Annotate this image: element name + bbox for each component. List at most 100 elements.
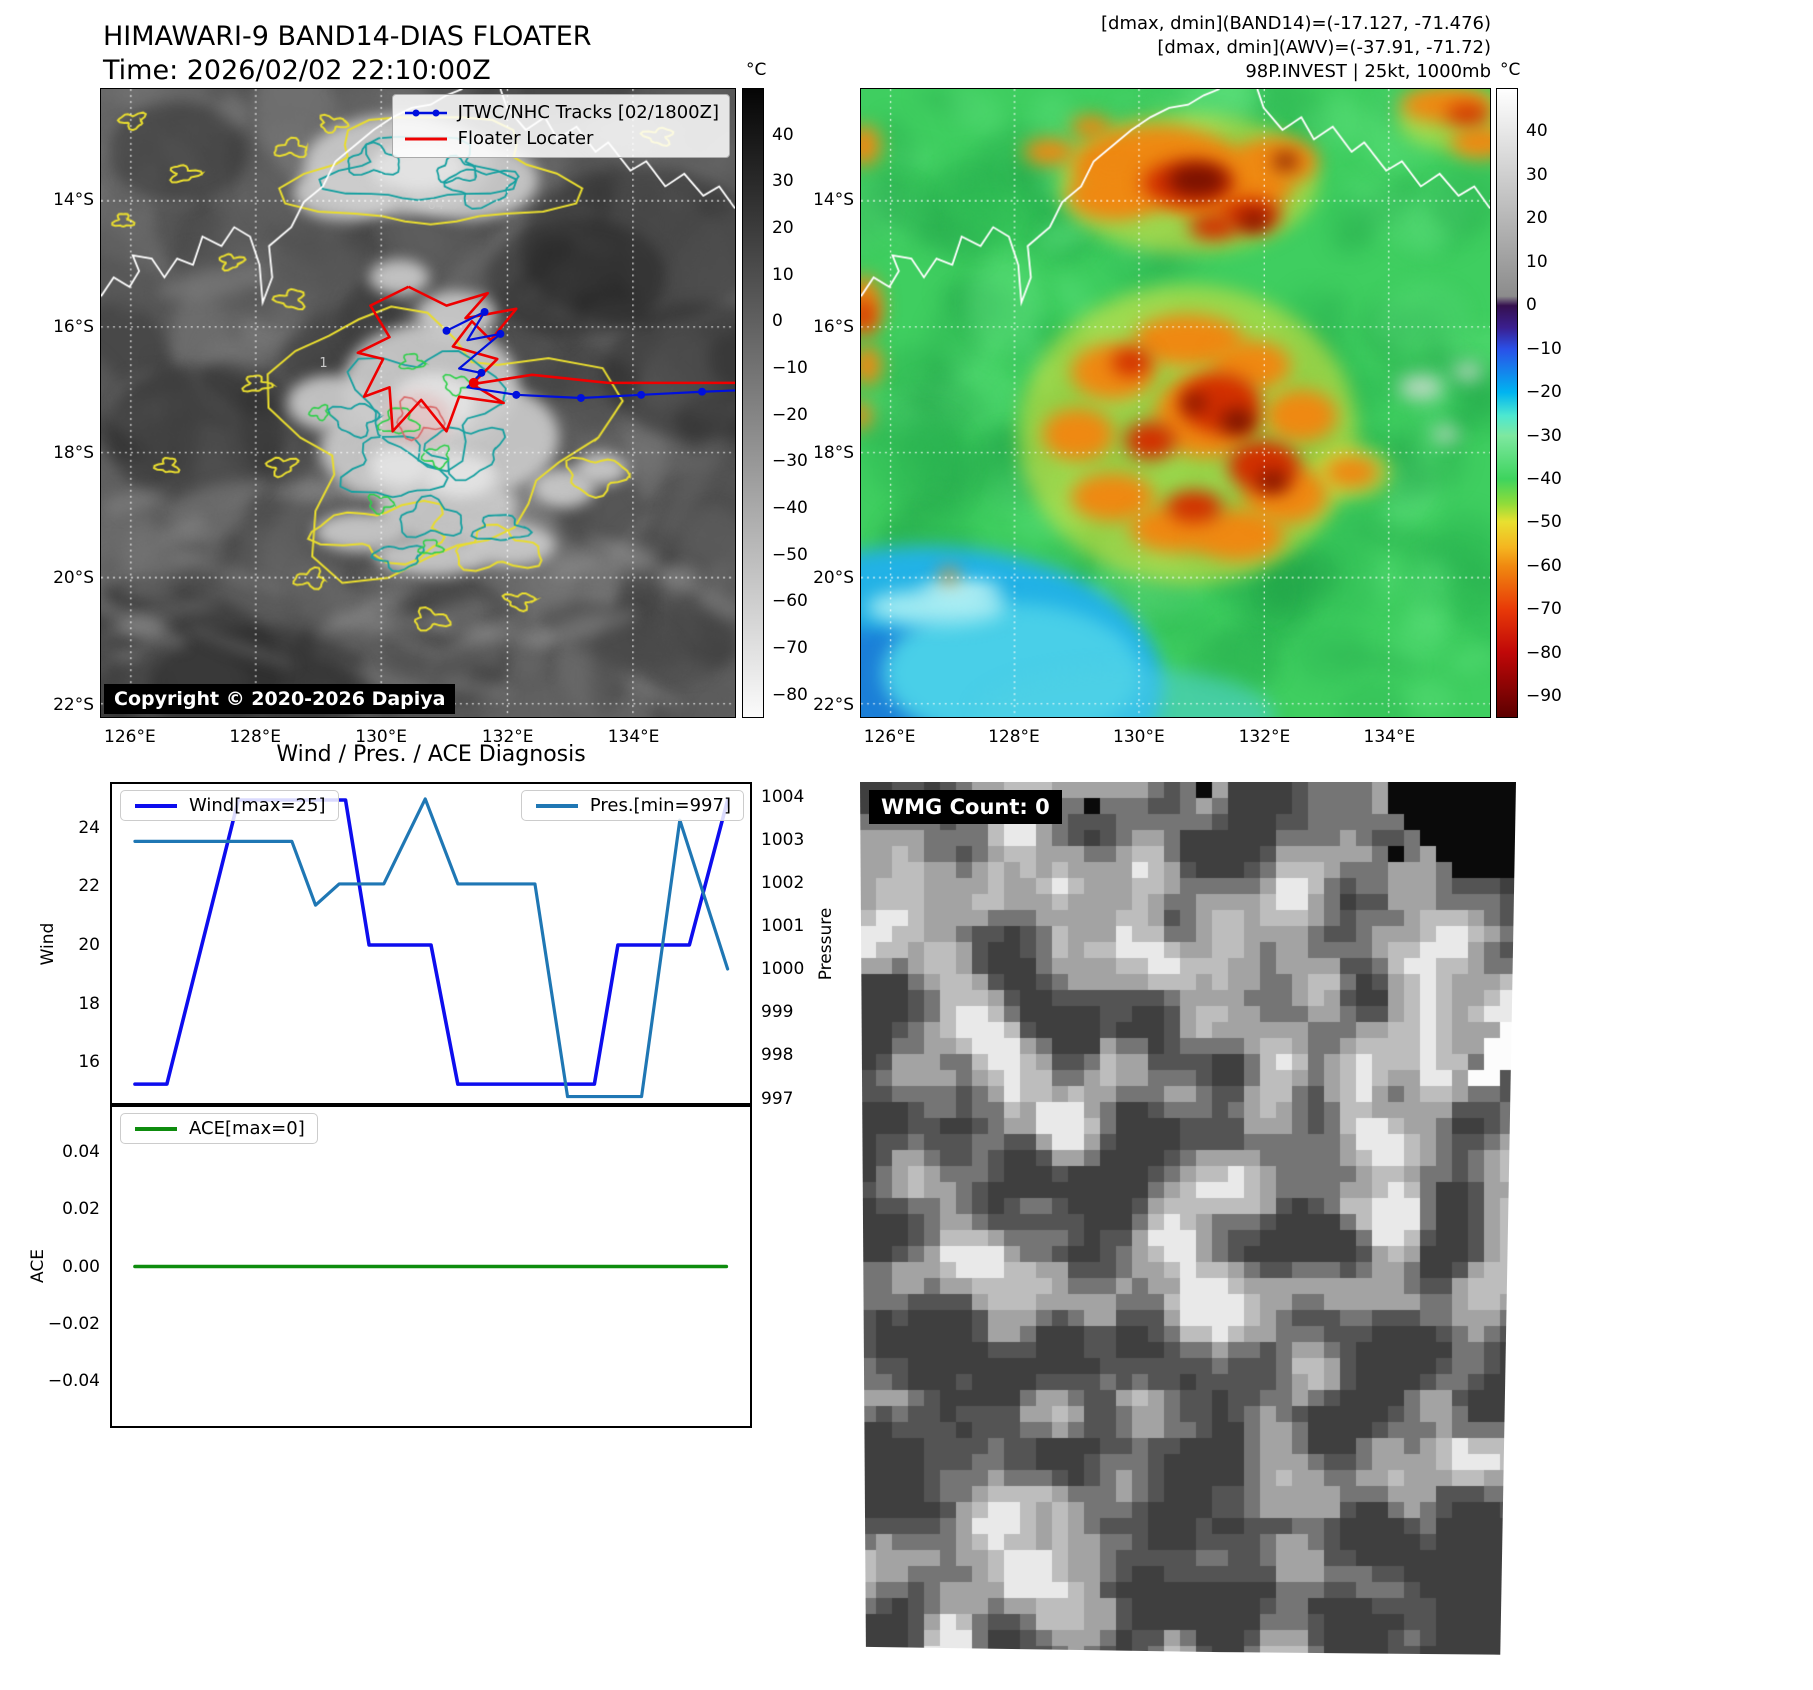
pressure-axis-label: Pressure	[816, 907, 836, 981]
wind-pressure-chart: Wind[max=25] Pres.[min=997]	[110, 782, 752, 1105]
map2-x-tick: 132°E	[1238, 727, 1291, 747]
ace-axis-tick: 0.00	[62, 1256, 100, 1277]
ace-line-sample	[135, 1126, 177, 1131]
enhanced-ir-image	[861, 89, 1490, 717]
track-overlay	[356, 285, 735, 433]
pressure-axis-tick: 1003	[761, 830, 805, 851]
jtwc-track-marker	[698, 387, 707, 396]
jtwc-track-marker	[576, 393, 585, 402]
ace-legend: ACE[max=0]	[120, 1113, 318, 1144]
ace-axis-tick: −0.02	[47, 1313, 100, 1334]
panel1-time: Time: 2026/02/02 22:10:00Z	[103, 55, 491, 86]
wmg-panel: WMG Count: 0	[860, 782, 1516, 1655]
pressure-axis-tick: 997	[761, 1088, 794, 1109]
jtwc-track-marker	[442, 326, 451, 335]
panel2-header-line2: [dmax, dmin](AWV)=(-37.91, -71.72)	[1157, 37, 1491, 58]
pressure-line-sample	[535, 803, 578, 808]
ace-axis-tick: −0.04	[47, 1370, 100, 1391]
band14-satellite-map: JTWC/NHC Tracks [02/1800Z] Floater Locat…	[100, 88, 736, 718]
band14-colorbar-tick: −20	[772, 404, 808, 425]
ace-legend-label: ACE[max=0]	[189, 1118, 305, 1139]
map-legend-floater-row: Floater Locater	[403, 126, 719, 152]
band14-colorbar-tick: 20	[772, 218, 794, 238]
enhanced-ir-colorbar-tick: 0	[1526, 295, 1537, 316]
map1-y-tick: 20°S	[53, 568, 94, 589]
jtwc-track-line	[446, 310, 735, 400]
wind-pressure-lines	[133, 797, 730, 1099]
contour-label: 64	[427, 198, 445, 214]
map2-y-tick: 22°S	[813, 694, 854, 715]
band14-colorbar-tick: −60	[772, 591, 808, 612]
wind-axis-tick: 18	[78, 993, 100, 1014]
enhanced-ir-colorbar-tick: −60	[1526, 555, 1562, 576]
map-legend: JTWC/NHC Tracks [02/1800Z] Floater Locat…	[391, 94, 730, 158]
band14-colorbar-tick: −40	[772, 498, 808, 518]
contour-label: 1	[319, 355, 328, 371]
map2-y-tick: 16°S	[813, 316, 854, 337]
pressure-axis-tick: 1001	[761, 916, 805, 937]
jtwc-track-marker	[477, 368, 486, 377]
band14-colorbar-tick: −30	[772, 451, 808, 472]
panel1-title: HIMAWARI-9 BAND14-DIAS FLOATER	[103, 21, 592, 52]
pressure-axis-tick: 1000	[761, 959, 805, 980]
map1-y-tick: 16°S	[53, 316, 94, 337]
wind-legend-label: Wind[max=25]	[189, 795, 326, 816]
panel2-header: [dmax, dmin](BAND14)=(-17.127, -71.476) …	[1000, 12, 1491, 84]
panel2-header-line3: 98P.INVEST | 25kt, 1000mb	[1245, 61, 1491, 82]
band14-colorbar-tick: −50	[772, 544, 808, 565]
map2-y-tick: 20°S	[813, 568, 854, 589]
map-legend-floater-label: Floater Locater	[457, 128, 594, 149]
map2-x-tick: 134°E	[1363, 727, 1416, 747]
enhanced-ir-colorbar	[1496, 88, 1518, 718]
enhanced-ir-colorbar-tick: −50	[1526, 512, 1562, 533]
pressure-legend-label: Pres.[min=997]	[589, 795, 731, 816]
ace-chart: ACE[max=0]	[110, 1105, 752, 1428]
wind-legend: Wind[max=25]	[120, 790, 339, 821]
enhanced-ir-colorbar-tick: 40	[1526, 121, 1548, 142]
current-position-marker	[468, 377, 479, 388]
map1-x-tick: 126°E	[104, 727, 156, 747]
wmg-image	[860, 782, 1516, 1655]
copyright-badge: Copyright © 2020-2026 Dapiya	[104, 684, 456, 714]
band14-colorbar-tick: 30	[772, 171, 794, 192]
band14-colorbar	[742, 88, 764, 718]
enhanced-ir-map	[860, 88, 1491, 718]
wind-line-sample	[135, 803, 177, 808]
band14-colorbar-tick: 10	[772, 264, 794, 285]
enhanced-ir-colorbar-tick: −80	[1526, 642, 1562, 663]
panel1-title-block: HIMAWARI-9 BAND14-DIAS FLOATER Time: 202…	[103, 20, 592, 88]
floater-locater-path-0	[356, 285, 518, 433]
map2-y-tick: 18°S	[813, 442, 854, 463]
enhanced-ir-colorbar-tick: 30	[1526, 164, 1548, 185]
map1-y-tick: 18°S	[53, 442, 94, 463]
map1-y-tick: 14°S	[53, 190, 94, 211]
map2-x-tick: 130°E	[1113, 727, 1165, 747]
ace-axis-tick: 0.04	[62, 1142, 100, 1163]
wind-axis-tick: 16	[78, 1052, 100, 1073]
pressure-legend: Pres.[min=997]	[520, 790, 744, 821]
map-legend-track-row: JTWC/NHC Tracks [02/1800Z]	[403, 100, 719, 126]
band14-colorbar-tick: 0	[772, 311, 783, 332]
map2-x-tick: 126°E	[863, 727, 916, 747]
series-Pres.[min=997]	[133, 797, 730, 1099]
wind-axis-tick: 24	[78, 817, 100, 838]
floater-line-sample	[404, 137, 447, 141]
pressure-axis-tick: 1002	[761, 873, 805, 894]
enhanced-ir-colorbar-unit: °C	[1500, 60, 1521, 80]
enhanced-ir-colorbar-tick: −70	[1526, 599, 1562, 620]
wind-axis-tick: 22	[78, 876, 100, 897]
enhanced-ir-colorbar-tick: −20	[1526, 382, 1562, 403]
ace-axis-tick: 0.02	[62, 1199, 100, 1220]
map1-x-tick: 130°E	[355, 727, 407, 747]
band14-colorbar-tick: −80	[772, 684, 808, 705]
map2-y-tick: 14°S	[813, 190, 854, 211]
jtwc-track-marker	[480, 307, 489, 316]
band14-colorbar-tick: −70	[772, 638, 808, 658]
pressure-axis-tick: 998	[761, 1045, 794, 1066]
enhanced-ir-colorbar-tick: −10	[1526, 338, 1562, 359]
band14-colorbar-tick: −10	[772, 358, 808, 378]
map1-x-tick: 134°E	[607, 727, 660, 747]
jtwc-track-marker	[637, 390, 646, 399]
enhanced-ir-colorbar-tick: −30	[1526, 425, 1562, 446]
